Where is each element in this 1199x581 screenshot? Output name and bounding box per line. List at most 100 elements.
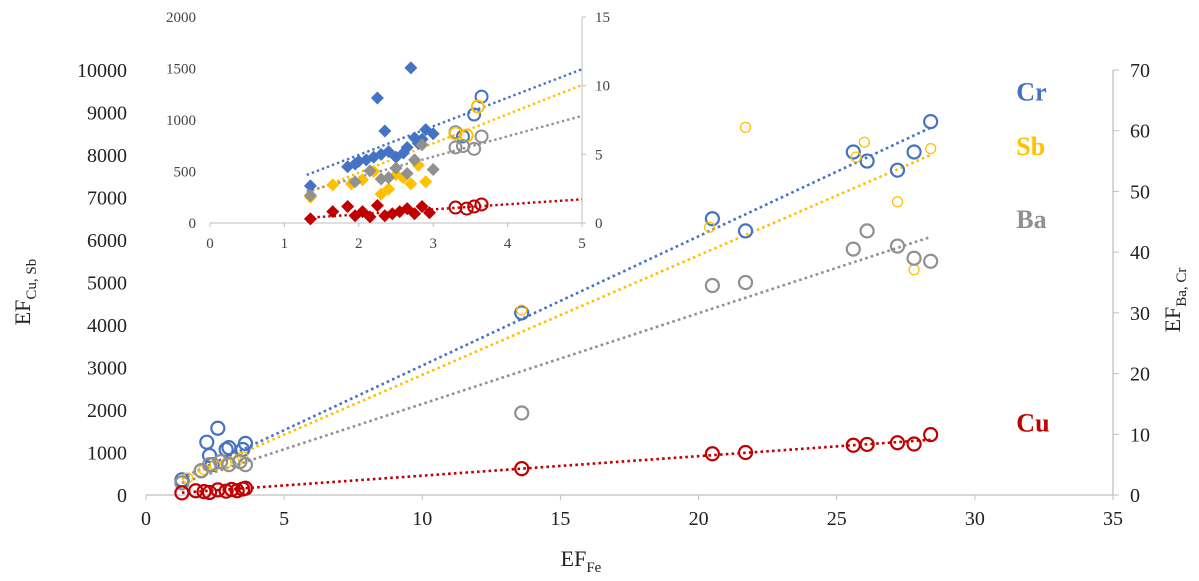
inset-diamond-ba bbox=[408, 153, 422, 167]
inset-diamond-sb bbox=[382, 182, 396, 196]
main-right-y-tick-label: 70 bbox=[1130, 60, 1150, 82]
point-sb bbox=[908, 264, 920, 276]
inset-diamond-ba bbox=[348, 175, 362, 189]
inset-left-y-tick-label: 0 bbox=[189, 216, 197, 232]
main-left-y-tick-label: 10000 bbox=[77, 60, 127, 82]
inset-trendline-sb bbox=[306, 83, 583, 195]
point-cr bbox=[859, 153, 875, 169]
left-y-axis-title-sub: Cu, Sb bbox=[24, 259, 40, 300]
main-right-y-tick-label: 40 bbox=[1130, 242, 1150, 264]
inset-chart-points bbox=[303, 61, 489, 226]
main-left-y-tick-label: 2000 bbox=[87, 400, 127, 422]
inset-x-tick-label: 4 bbox=[504, 236, 512, 252]
point-cr bbox=[514, 305, 530, 321]
right-y-axis-title: EFBa, Cr bbox=[1160, 268, 1190, 333]
point-sb bbox=[739, 121, 752, 134]
main-x-tick-label: 20 bbox=[689, 508, 709, 530]
inset-right-y-tick-label: 10 bbox=[595, 79, 610, 95]
trendline-ba bbox=[181, 235, 932, 485]
inset-diamond-cr bbox=[400, 140, 414, 154]
point-sb bbox=[703, 221, 716, 233]
trendline-cu bbox=[181, 438, 931, 494]
series-label-sb: Sb bbox=[1016, 132, 1045, 161]
main-left-y-tick-label: 9000 bbox=[87, 103, 127, 125]
main-chart-axes: 0 5 10 15 20 25 30 3501000200030004000500060007… bbox=[77, 60, 1150, 530]
point-cu bbox=[237, 480, 254, 496]
point-ba bbox=[923, 253, 939, 269]
inset-right-y-tick-label: 0 bbox=[595, 216, 603, 232]
inset-circle-cr bbox=[467, 107, 482, 122]
inset-diamond-sb bbox=[326, 178, 340, 192]
point-ba bbox=[514, 405, 530, 421]
inset-diamond-cr bbox=[404, 61, 418, 75]
point-sb bbox=[516, 304, 528, 316]
x-axis-title: EFFe bbox=[561, 546, 602, 576]
inset-circle-sb bbox=[470, 99, 485, 114]
inset-left-y-tick-label: 1500 bbox=[166, 62, 196, 78]
main-left-y-tick-label: 3000 bbox=[87, 358, 127, 380]
point-cr bbox=[845, 144, 861, 160]
inset-circle-cu bbox=[474, 197, 489, 212]
inset-x-tick-label: 5 bbox=[578, 236, 586, 252]
inset-diamond-cu bbox=[303, 212, 317, 226]
main-right-y-tick-label: 60 bbox=[1130, 121, 1150, 143]
point-cr bbox=[199, 434, 215, 450]
point-ba bbox=[237, 457, 254, 473]
inset-diamond-cu bbox=[341, 200, 355, 214]
main-chart-series-labels: Cr Sb Ba Cu bbox=[1016, 77, 1049, 437]
inset-x-tick-label: 3 bbox=[429, 236, 437, 252]
x-axis-title-sub: Fe bbox=[586, 560, 601, 576]
trendline-sb bbox=[181, 153, 932, 481]
inset-diamond-cr bbox=[370, 91, 384, 105]
point-ba bbox=[212, 454, 229, 470]
main-x-tick-label: 15 bbox=[550, 508, 570, 530]
trendline-cr bbox=[181, 126, 932, 480]
inset-diamond-ba bbox=[303, 189, 317, 203]
main-chart-trendlines bbox=[181, 126, 932, 494]
inset-diamond-ba bbox=[363, 164, 377, 178]
inset-background bbox=[160, 7, 622, 263]
inset-left-y-tick-label: 1000 bbox=[166, 113, 196, 129]
inset-chart-trendlines bbox=[306, 68, 583, 220]
inset-right-y-tick-label: 5 bbox=[595, 147, 603, 163]
point-ba bbox=[845, 241, 861, 257]
main-chart-points bbox=[174, 114, 939, 501]
inset-left-y-tick-label: 500 bbox=[174, 165, 197, 181]
point-cu bbox=[906, 436, 922, 452]
main-x-tick-label: 35 bbox=[1103, 508, 1123, 530]
point-cr bbox=[237, 435, 254, 451]
series-label-cu: Cu bbox=[1016, 408, 1049, 437]
inset-x-tick-label: 1 bbox=[281, 236, 289, 252]
inset-diamond-sb bbox=[404, 177, 418, 191]
main-left-y-tick-label: 8000 bbox=[87, 145, 127, 167]
inset-diamond-cu bbox=[370, 198, 384, 212]
inset-circle-cu bbox=[459, 201, 474, 216]
point-ba bbox=[174, 475, 190, 491]
main-x-tick-label: 0 bbox=[141, 508, 151, 530]
point-sb bbox=[891, 196, 904, 208]
inset-circle-ba bbox=[448, 140, 463, 155]
point-cr bbox=[923, 114, 939, 130]
inset-diamond-ba bbox=[400, 167, 414, 181]
main-x-tick-label: 30 bbox=[965, 508, 985, 530]
main-x-tick-label: 25 bbox=[827, 508, 847, 530]
inset-diamond-cu bbox=[422, 206, 436, 220]
main-left-y-tick-label: 7000 bbox=[87, 188, 127, 210]
main-left-y-tick-label: 6000 bbox=[87, 230, 127, 252]
point-cr bbox=[210, 420, 226, 436]
inset-circle-ba bbox=[467, 141, 482, 156]
inset-diamond-cu bbox=[363, 210, 377, 224]
point-ba bbox=[704, 277, 720, 294]
inset-diamond-cu bbox=[408, 207, 422, 221]
series-label-ba: Ba bbox=[1016, 205, 1046, 234]
point-ba bbox=[889, 238, 906, 254]
point-sb bbox=[925, 142, 937, 155]
inset-left-y-tick-label: 2000 bbox=[166, 10, 196, 26]
point-cu bbox=[704, 446, 720, 462]
inset-diamond-ba bbox=[389, 161, 403, 175]
point-cr bbox=[906, 144, 922, 160]
main-right-y-tick-label: 30 bbox=[1130, 303, 1150, 325]
inset-x-tick-label: 0 bbox=[206, 236, 214, 252]
